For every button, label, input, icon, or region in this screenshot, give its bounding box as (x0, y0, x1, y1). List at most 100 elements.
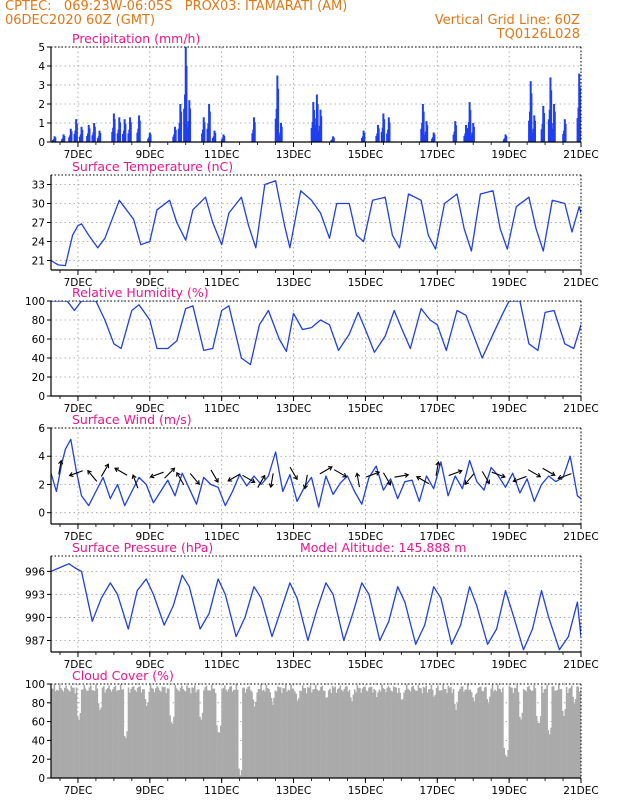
wind-arrow-head (375, 470, 381, 476)
cloud-column (334, 686, 336, 778)
cloud-column (403, 692, 405, 778)
y-tick-label: 0 (38, 508, 45, 520)
cloud-column (177, 689, 179, 778)
wind-arrow (415, 476, 430, 485)
wind-arrow-head (268, 483, 274, 489)
wind-arrow-shaft (333, 469, 347, 478)
cloud-column (269, 692, 271, 778)
series-line (51, 180, 581, 267)
cloud-column (62, 691, 65, 778)
cloud-column (329, 688, 331, 778)
cloud-column (333, 687, 335, 778)
series-line (51, 301, 581, 366)
wind-arrow-shaft (448, 470, 463, 477)
cloud-column (390, 690, 392, 778)
cloud-column (369, 686, 372, 778)
cloud-column (186, 685, 188, 778)
cloud-column (73, 687, 75, 778)
cloud-column (383, 689, 386, 778)
cloud-column (210, 684, 213, 778)
cloud-column (457, 691, 460, 778)
cloud-column (551, 686, 554, 778)
cloud-column (364, 686, 366, 778)
cloud-column (164, 686, 166, 778)
cloud-column (71, 687, 74, 778)
cloud-column (550, 727, 552, 778)
wind-arrow (527, 469, 542, 478)
x-tick-label: 7DEC (64, 149, 93, 161)
cloud-column (408, 690, 411, 778)
wind-arrow (365, 470, 381, 478)
wind-arrow-head (536, 472, 542, 478)
cloud-column (151, 687, 153, 778)
cloud-column (217, 732, 219, 778)
cloud-column (60, 688, 62, 778)
cloud-column (402, 699, 404, 778)
y-tick-label: 4 (38, 61, 45, 73)
cloud-column (467, 684, 469, 778)
cloud-column (441, 690, 443, 778)
cloud-column (175, 688, 178, 778)
cloud-column (418, 688, 421, 778)
cloud-column (311, 692, 313, 778)
cloud-column (424, 687, 426, 778)
y-tick-label: 80 (32, 315, 45, 327)
cloud-column (438, 690, 440, 778)
cloud-column (382, 688, 385, 778)
precip-bar (465, 128, 468, 142)
cloud-column (238, 768, 240, 778)
panel-title: Surface Temperature (nC) (72, 159, 233, 174)
x-tick-label: 9DEC (135, 531, 164, 543)
wind-arrow-head (260, 474, 266, 480)
wind-arrow-shaft (542, 467, 555, 476)
cloud-column (105, 689, 108, 778)
cloud-column (292, 690, 295, 778)
cloud-column (541, 685, 543, 778)
cloud-column (516, 684, 518, 778)
precip-bar (388, 122, 391, 142)
cloud-column (567, 693, 569, 778)
wind-arrow-head (302, 484, 309, 490)
cloud-column (253, 706, 256, 778)
cloud-column (130, 688, 132, 778)
y-tick-label: 80 (32, 698, 45, 710)
precip-bar (118, 122, 121, 142)
cloud-column (278, 687, 281, 778)
cloud-column (57, 690, 60, 778)
x-tick-label: 13DEC (276, 277, 311, 289)
wind-arrow (257, 474, 266, 488)
cloud-column (80, 689, 83, 778)
cloud-column (174, 684, 177, 778)
cloud-column (366, 691, 369, 778)
wind-arrow-head (87, 469, 92, 475)
cloud-column (201, 712, 204, 778)
wind-arrow (448, 469, 463, 477)
cloud-column (493, 691, 495, 778)
cloud-column (454, 703, 456, 778)
cloud-column (411, 687, 413, 778)
header-code: TQ0126L028 (496, 27, 580, 42)
cloud-column (109, 689, 112, 778)
y-tick-label: 0 (38, 773, 45, 785)
cloud-column (218, 732, 221, 778)
wind-arrow-head (327, 466, 333, 471)
cloud-column (259, 689, 261, 778)
cloud-column (294, 691, 296, 778)
precip-bar (550, 90, 553, 142)
wind-arrow-shaft (481, 471, 490, 484)
cloud-column (416, 690, 418, 778)
cloud-column (385, 692, 387, 778)
cloud-column (207, 690, 209, 778)
cloud-column (229, 686, 231, 778)
cloud-column (525, 691, 528, 778)
header-grid-line: Vertical Grid Line: 60Z (434, 13, 580, 28)
wind-arrow-shaft (257, 475, 266, 488)
wind-arrow-shaft (513, 475, 527, 482)
panel-1: 21 24 27 30 33 7DEC 9DEC 11DEC 13DEC 15DEC 17DEC 19… (32, 159, 599, 289)
cloud-column (199, 716, 201, 778)
wind-arrow-shaft (176, 472, 185, 486)
cloud-column (203, 690, 205, 778)
cloud-column (389, 687, 391, 778)
cloud-column (110, 691, 113, 778)
cloud-column (374, 690, 377, 778)
